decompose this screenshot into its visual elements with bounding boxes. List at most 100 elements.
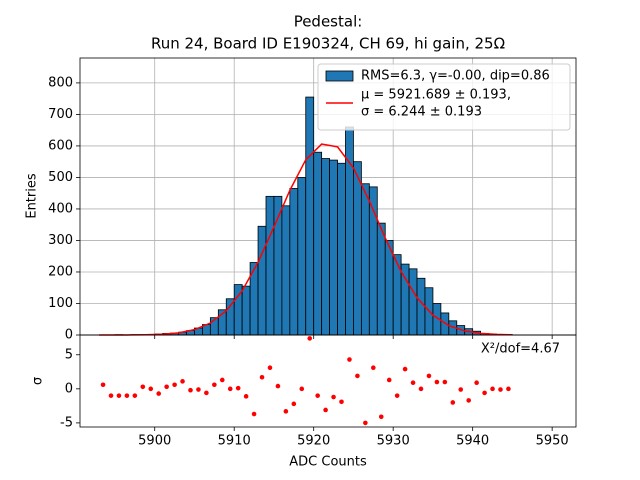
residual-point: [156, 391, 161, 396]
residual-point: [371, 365, 376, 371]
residual-point: [363, 420, 368, 426]
residual-point: [498, 387, 503, 392]
residual-point: [466, 398, 471, 403]
bar: [384, 240, 394, 336]
residual-point: [482, 390, 487, 396]
residual-point: [291, 401, 297, 407]
residual-point: [339, 399, 344, 405]
residual-point: [458, 387, 464, 392]
x-tick-label: 5940: [456, 434, 489, 449]
bar: [265, 195, 275, 336]
bar: [305, 96, 315, 336]
residual-point: [418, 386, 424, 392]
residual-point: [283, 409, 289, 414]
residual-point: [490, 386, 495, 392]
residual-point: [140, 384, 146, 390]
residual-point: [386, 377, 392, 383]
residual-point: [307, 336, 313, 341]
bar: [337, 162, 346, 336]
residual-point: [506, 386, 511, 392]
y-tick-label: 0: [65, 328, 73, 343]
y-tick-label: 500: [48, 170, 73, 185]
x-tick-label: 5930: [377, 434, 410, 449]
residual-point: [410, 380, 416, 386]
bar: [225, 298, 235, 336]
y-tick-label: 600: [48, 138, 73, 153]
bar: [321, 158, 330, 336]
residual-point: [204, 390, 209, 396]
y-tick-label: 700: [48, 107, 73, 122]
residual-point: [212, 382, 217, 388]
bar: [392, 254, 402, 336]
residual-point: [315, 393, 320, 398]
residual-point: [378, 414, 384, 420]
bar: [376, 222, 386, 336]
residual-point: [124, 393, 130, 398]
residual-point: [180, 379, 185, 384]
bar: [241, 285, 251, 336]
residual-point: [148, 386, 154, 392]
residual-point: [347, 357, 352, 362]
axes-frame: [79, 334, 577, 428]
residual-point: [164, 384, 169, 390]
residual-point: [275, 383, 281, 389]
legend-label: σ = 6.244 ± 0.193: [361, 105, 482, 120]
residual-point: [251, 411, 257, 417]
residual-point: [299, 386, 305, 392]
residual-point: [394, 393, 400, 398]
residual-point: [108, 393, 114, 398]
annotation: X²/dof=4.67: [481, 342, 560, 357]
residual-point: [426, 373, 432, 379]
bar: [297, 177, 307, 336]
y-axis-label: Entries: [25, 173, 40, 219]
y-tick-label: 200: [48, 264, 73, 279]
y-tick-label: -5: [60, 415, 73, 430]
residual-point: [188, 387, 193, 393]
residual-point: [243, 394, 249, 399]
y-tick-label: 300: [48, 233, 73, 248]
residual-point: [116, 393, 122, 398]
residual-point: [474, 380, 479, 386]
legend-label: μ = 5921.689 ± 0.193,: [361, 88, 511, 103]
y-tick-label: 0: [65, 381, 73, 396]
residual-point: [434, 379, 440, 385]
x-tick-label: 5950: [536, 434, 569, 449]
y-tick-label: 100: [48, 296, 73, 311]
residual-point: [235, 385, 241, 391]
x-axis-label: ADC Counts: [289, 455, 367, 470]
y-tick-label: 5: [65, 347, 73, 362]
residual-point: [355, 373, 360, 379]
bar: [329, 159, 338, 336]
residual-point: [219, 377, 225, 383]
bar: [408, 268, 418, 336]
residual-point: [227, 386, 233, 392]
residual-point: [100, 382, 106, 388]
fit-line: [99, 143, 513, 336]
x-tick-label: 5900: [138, 434, 171, 449]
x-tick-label: 5920: [297, 434, 330, 449]
residual-point: [259, 374, 265, 380]
bar: [353, 161, 362, 336]
bar: [257, 225, 267, 336]
chart-title: Pedestal:: [294, 13, 363, 31]
residual-point: [331, 394, 336, 400]
residual-point: [442, 379, 448, 385]
bar: [313, 151, 323, 336]
bar: [281, 205, 291, 336]
residual-point: [172, 382, 177, 388]
residual-point: [402, 366, 408, 372]
residual-point: [267, 365, 273, 371]
residual-point: [450, 400, 456, 405]
bar: [289, 188, 299, 336]
x-tick-label: 5910: [218, 434, 251, 449]
legend-box: [317, 63, 571, 131]
y-tick-label: 400: [48, 201, 73, 216]
residual-point: [196, 387, 201, 392]
bar: [360, 183, 370, 336]
legend-label: RMS=6.3, γ=-0.00, dip=0.86: [361, 69, 550, 84]
y-axis-label: σ: [31, 377, 46, 385]
y-tick-label: 800: [48, 75, 73, 90]
chart-subtitle: Run 24, Board ID E190324, CH 69, hi gain…: [151, 35, 505, 53]
residual-point: [132, 393, 138, 398]
